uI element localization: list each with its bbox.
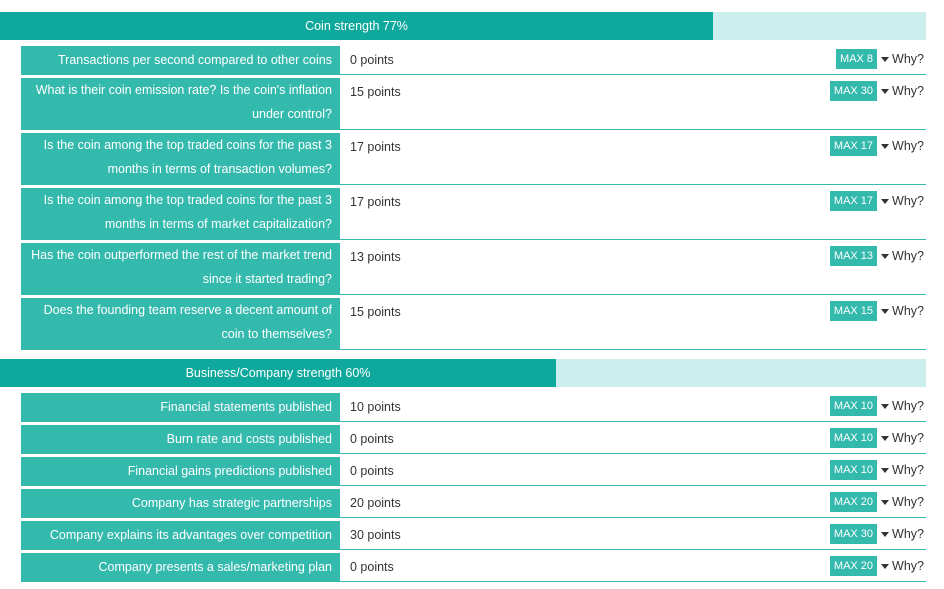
max-badge: MAX 20 xyxy=(829,492,878,512)
strength-bar-fill xyxy=(0,359,556,387)
criteria-row: Financial gains predictions published 0 … xyxy=(21,457,926,486)
criteria-question: Company explains its advantages over com… xyxy=(21,521,340,549)
why-toggle[interactable]: Why? xyxy=(881,431,924,445)
criteria-row: Financial statements published 10 points… xyxy=(21,393,926,422)
criteria-question: Financial gains predictions published xyxy=(21,457,340,485)
caret-down-icon xyxy=(881,198,890,204)
criteria-question: Transactions per second compared to othe… xyxy=(21,46,340,74)
criteria-row: Is the coin among the top traded coins f… xyxy=(21,133,926,185)
criteria-points: 30 points xyxy=(350,528,401,542)
criteria-question: Does the founding team reserve a decent … xyxy=(21,298,340,349)
criteria-points: 0 points xyxy=(350,464,394,478)
max-badge: MAX 20 xyxy=(829,556,878,576)
strength-bar: Coin strength 77% xyxy=(0,12,926,40)
caret-down-icon xyxy=(881,531,890,537)
criteria-row: Burn rate and costs published 0 points M… xyxy=(21,425,926,454)
why-label: Why? xyxy=(892,463,924,477)
max-badge: MAX 17 xyxy=(829,136,878,156)
strength-bar-fill xyxy=(0,12,713,40)
why-toggle[interactable]: Why? xyxy=(881,559,924,573)
max-badge: MAX 30 xyxy=(829,524,878,544)
why-label: Why? xyxy=(892,559,924,573)
why-label: Why? xyxy=(892,194,924,208)
criteria-points: 17 points xyxy=(350,140,401,154)
why-toggle[interactable]: Why? xyxy=(881,52,924,66)
criteria-question: Company presents a sales/marketing plan xyxy=(21,553,340,581)
criteria-question: Burn rate and costs published xyxy=(21,425,340,453)
why-toggle[interactable]: Why? xyxy=(881,399,924,413)
why-toggle[interactable]: Why? xyxy=(881,495,924,509)
criteria-row: Is the coin among the top traded coins f… xyxy=(21,188,926,240)
criteria-question: Is the coin among the top traded coins f… xyxy=(21,133,340,184)
criteria-points: 0 points xyxy=(350,560,394,574)
criteria-row: Company explains its advantages over com… xyxy=(21,521,926,550)
caret-down-icon xyxy=(881,467,890,473)
max-badge: MAX 17 xyxy=(829,191,878,211)
why-label: Why? xyxy=(892,249,924,263)
why-label: Why? xyxy=(892,304,924,318)
criteria-question: Company has strategic partnerships xyxy=(21,489,340,517)
criteria-row: Company presents a sales/marketing plan … xyxy=(21,553,926,582)
why-toggle[interactable]: Why? xyxy=(881,463,924,477)
why-toggle[interactable]: Why? xyxy=(881,194,924,208)
max-badge: MAX 15 xyxy=(829,301,878,321)
criteria-row: Transactions per second compared to othe… xyxy=(21,46,926,75)
criteria-row: What is their coin emission rate? Is the… xyxy=(21,78,926,130)
criteria-points: 0 points xyxy=(350,53,394,67)
section-title: Coin strength 77% xyxy=(305,19,408,33)
max-badge: MAX 10 xyxy=(829,396,878,416)
criteria-row: Has the coin outperformed the rest of th… xyxy=(21,243,926,295)
max-badge: MAX 10 xyxy=(829,460,878,480)
criteria-row: Does the founding team reserve a decent … xyxy=(21,298,926,350)
caret-down-icon xyxy=(881,88,890,94)
caret-down-icon xyxy=(881,435,890,441)
section-title: Business/Company strength 60% xyxy=(185,366,371,380)
criteria-points: 17 points xyxy=(350,195,401,209)
criteria-question: Has the coin outperformed the rest of th… xyxy=(21,243,340,294)
why-label: Why? xyxy=(892,399,924,413)
why-toggle[interactable]: Why? xyxy=(881,527,924,541)
max-badge: MAX 8 xyxy=(836,49,878,69)
why-toggle[interactable]: Why? xyxy=(881,139,924,153)
max-badge: MAX 30 xyxy=(829,81,878,101)
criteria-points: 10 points xyxy=(350,400,401,414)
caret-down-icon xyxy=(881,563,890,569)
caret-down-icon xyxy=(881,253,890,259)
max-badge: MAX 13 xyxy=(829,246,878,266)
caret-down-icon xyxy=(881,308,890,314)
criteria-row: Company has strategic partnerships 20 po… xyxy=(21,489,926,518)
section-business-strength: Business/Company strength 60% Financial … xyxy=(0,359,926,585)
why-label: Why? xyxy=(892,84,924,98)
criteria-points: 20 points xyxy=(350,496,401,510)
strength-bar: Business/Company strength 60% xyxy=(0,359,926,387)
why-label: Why? xyxy=(892,431,924,445)
caret-down-icon xyxy=(881,403,890,409)
criteria-points: 15 points xyxy=(350,85,401,99)
max-badge: MAX 10 xyxy=(829,428,878,448)
why-toggle[interactable]: Why? xyxy=(881,249,924,263)
criteria-points: 0 points xyxy=(350,432,394,446)
caret-down-icon xyxy=(881,499,890,505)
why-toggle[interactable]: Why? xyxy=(881,84,924,98)
criteria-question: Financial statements published xyxy=(21,393,340,421)
why-toggle[interactable]: Why? xyxy=(881,304,924,318)
why-label: Why? xyxy=(892,139,924,153)
criteria-points: 13 points xyxy=(350,250,401,264)
why-label: Why? xyxy=(892,52,924,66)
criteria-question: What is their coin emission rate? Is the… xyxy=(21,78,340,129)
why-label: Why? xyxy=(892,495,924,509)
caret-down-icon xyxy=(881,56,890,62)
criteria-points: 15 points xyxy=(350,305,401,319)
section-coin-strength: Coin strength 77% Transactions per secon… xyxy=(0,12,926,353)
caret-down-icon xyxy=(881,143,890,149)
criteria-question: Is the coin among the top traded coins f… xyxy=(21,188,340,239)
why-label: Why? xyxy=(892,527,924,541)
